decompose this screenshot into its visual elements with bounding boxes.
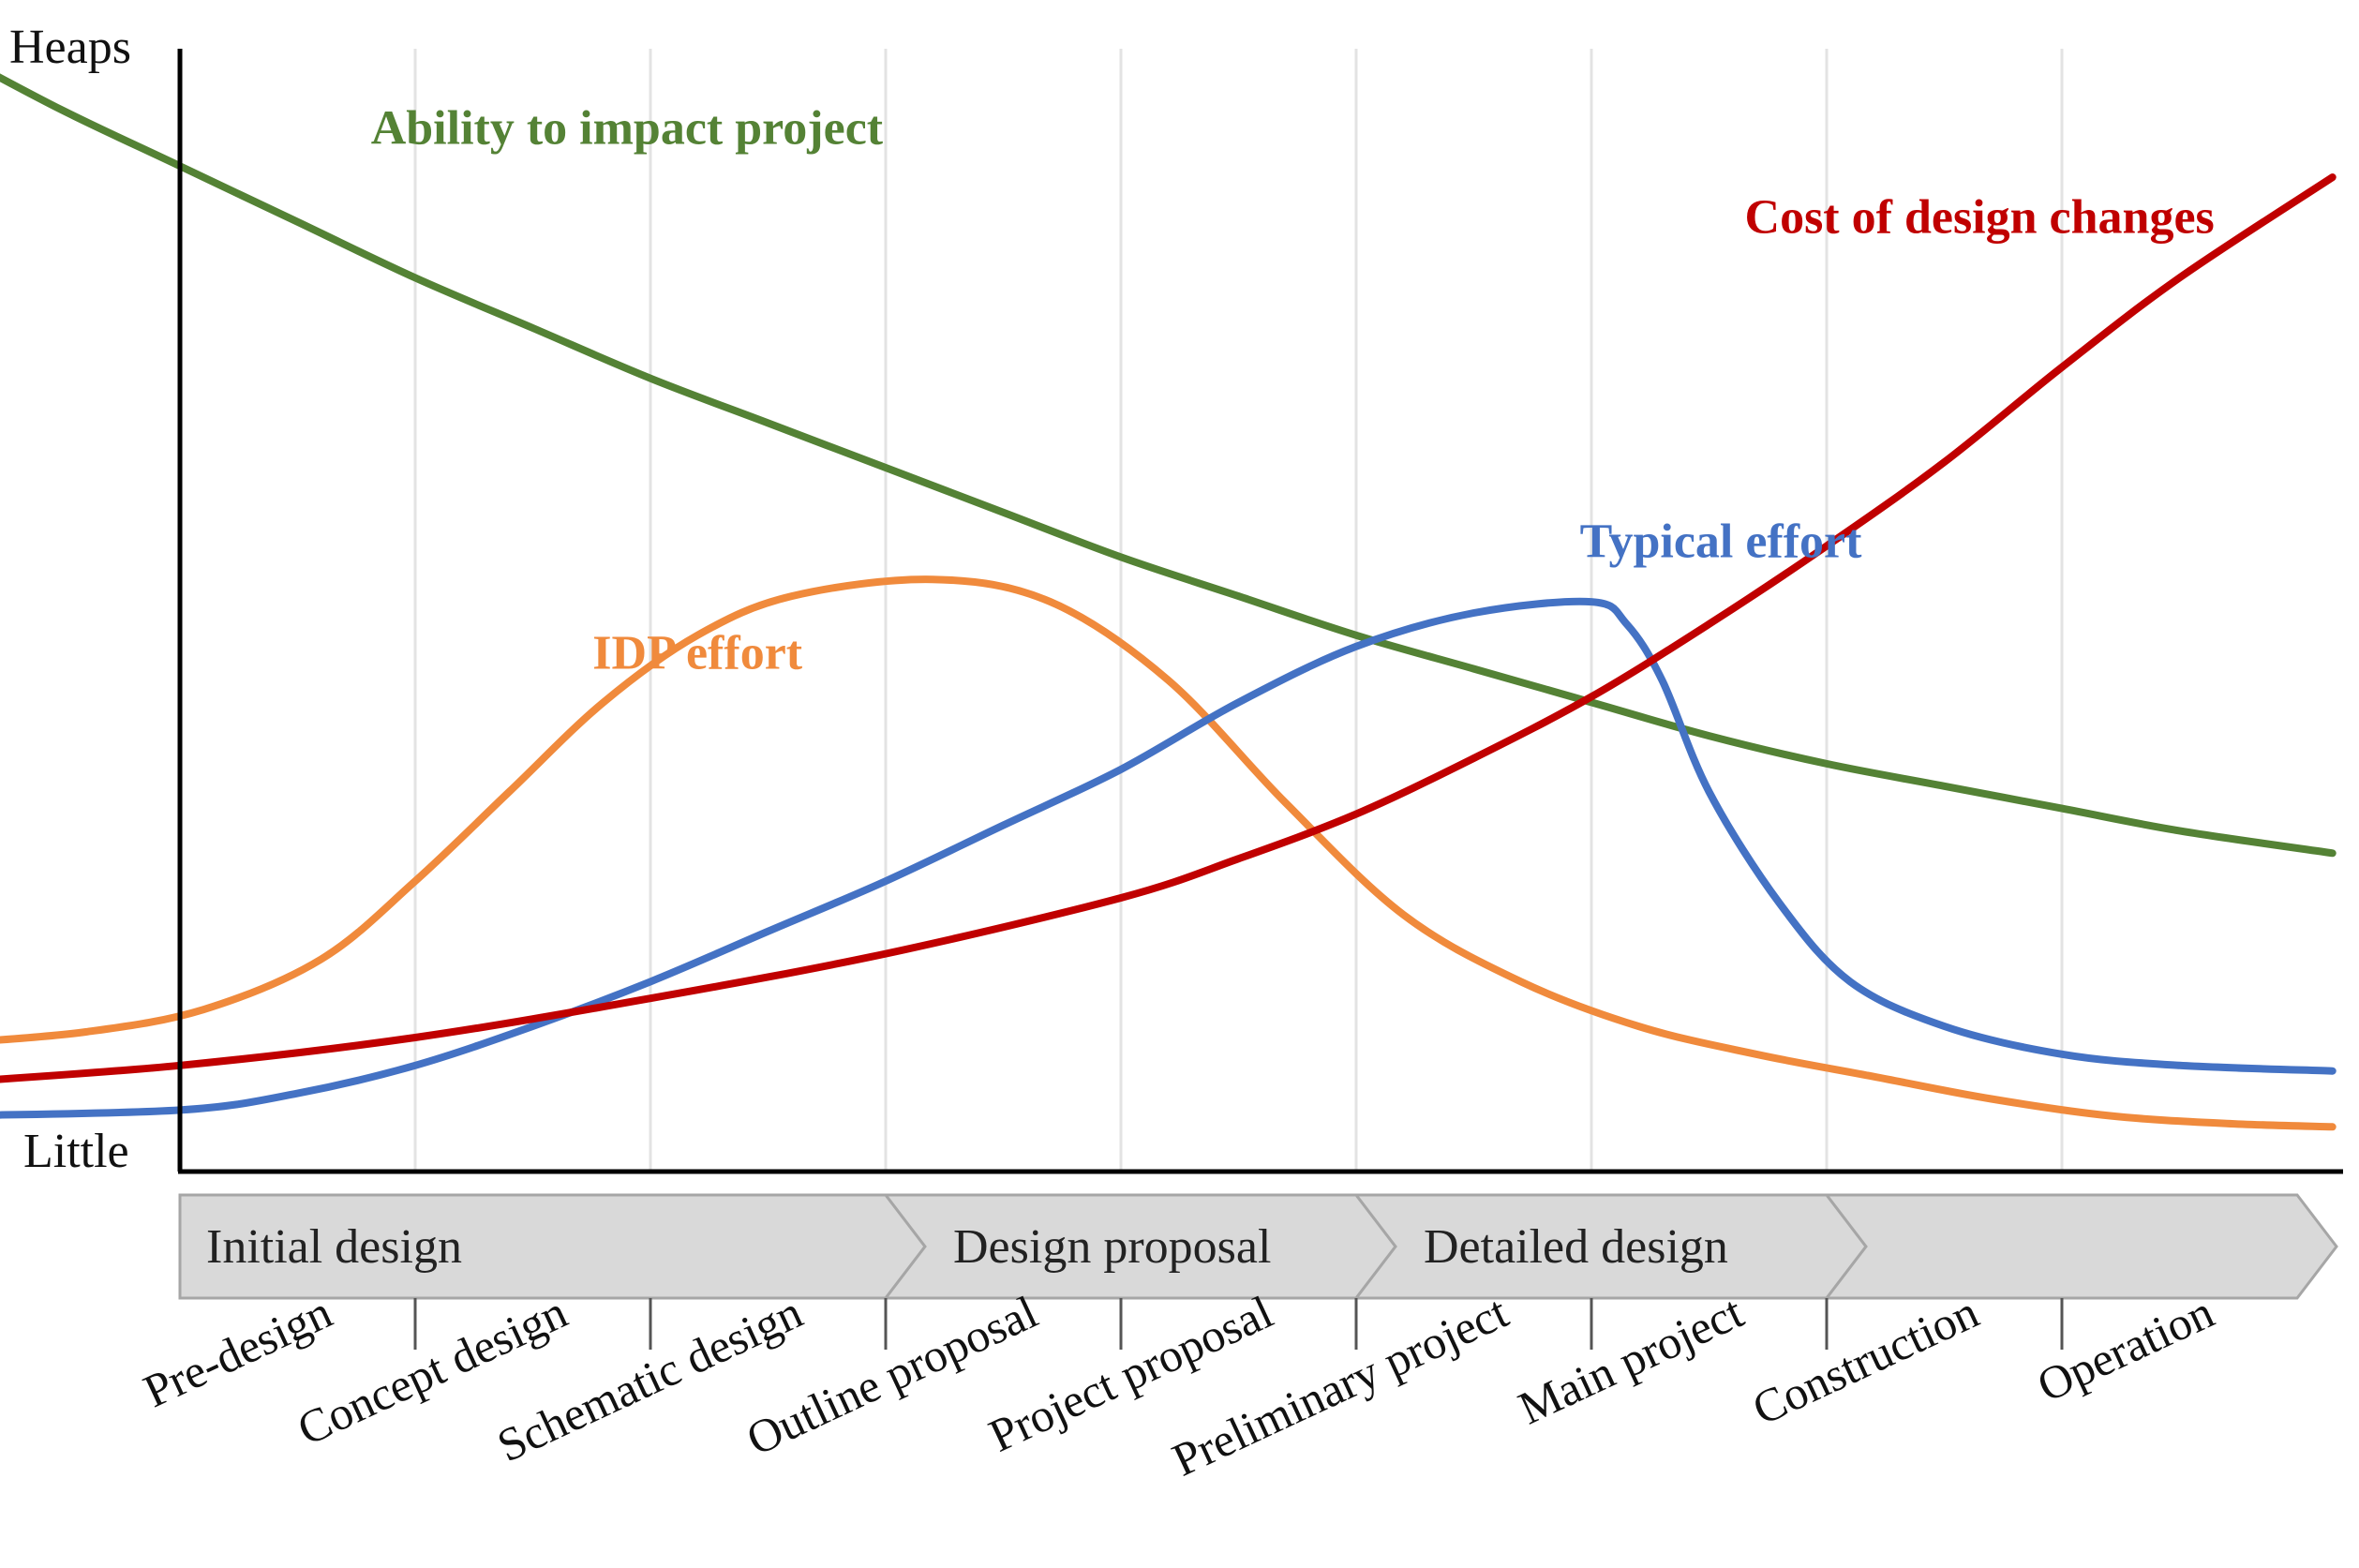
y-axis-bottom-label: Little xyxy=(23,1125,129,1178)
curve-labels: Ability to impact project Cost of design … xyxy=(371,101,2215,679)
curves xyxy=(0,73,2337,1131)
series-line-idp-effort xyxy=(0,575,2337,1131)
stage-label-construction: Construction xyxy=(1744,1285,1986,1435)
series-label-cost-of-design-changes: Cost of design changes xyxy=(1745,191,2215,245)
stage-label-operation: Operation xyxy=(2029,1285,2221,1411)
series-line-typical-effort xyxy=(0,597,2337,1119)
phase-label-initial-design: Initial design xyxy=(206,1220,462,1274)
axes: Heaps Little xyxy=(9,21,2343,1178)
stage-label-pre-design: Pre-design xyxy=(136,1285,339,1417)
phase-label-design-proposal: Design proposal xyxy=(953,1220,1271,1274)
stage-ticks xyxy=(413,1298,2064,1350)
series-label-idp-effort: IDP effort xyxy=(592,627,802,680)
series-label-typical-effort: Typical effort xyxy=(1580,515,1863,568)
series-line-ability-to-impact-project xyxy=(0,73,2337,858)
y-axis-top-label: Heaps xyxy=(9,21,131,74)
phase-bar: Initial design Design proposal Detailed de… xyxy=(178,1193,2338,1300)
gridlines xyxy=(413,49,2064,1172)
series-label-ability-to-impact-project: Ability to impact project xyxy=(371,101,884,155)
series-line-cost-of-design-changes xyxy=(0,173,2337,1083)
phase-label-detailed-design: Detailed design xyxy=(1424,1220,1728,1274)
stage-label-main-project: Main project xyxy=(1511,1285,1752,1434)
phase-chevron-4 xyxy=(1823,1193,2338,1300)
